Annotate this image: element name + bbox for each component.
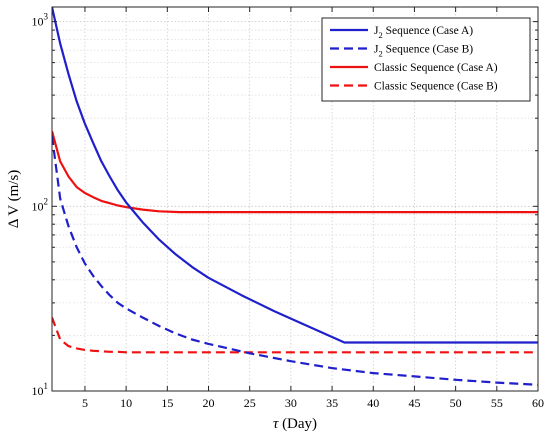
series-line-1 <box>52 7 538 344</box>
ticks <box>52 7 539 392</box>
legend-box <box>321 17 531 102</box>
y-tick-label: 103 <box>32 12 49 29</box>
series-line-3 <box>52 130 538 214</box>
x-axis-label-text: (Day) <box>278 416 317 432</box>
x-tick-label: 50 <box>450 396 462 410</box>
x-tick-label: 30 <box>285 396 297 410</box>
series-line-4 <box>52 317 538 354</box>
x-tick-label: 60 <box>532 396 544 410</box>
x-axis-label: τ (Day) <box>273 416 317 432</box>
x-tick-label: 35 <box>326 396 338 410</box>
y-axis-label: Δ V (m/s) <box>6 170 22 229</box>
y-tick-label: 101 <box>32 381 49 398</box>
x-tick-label: 45 <box>408 396 420 410</box>
x-tick-label: 15 <box>161 396 173 410</box>
legend-label-4: Classic Sequence (Case B) <box>374 81 498 93</box>
legend-label-2: J2 Sequence (Case B) <box>374 44 473 59</box>
legend-label-3: Classic Sequence (Case A) <box>374 62 498 74</box>
x-tick-label: 40 <box>367 396 379 410</box>
legend: J2 Sequence (Case A) J2 Sequence (Case B)… <box>321 17 531 102</box>
plot-border <box>51 6 539 392</box>
tick-labels: 5 10 15 20 25 30 35 40 45 50 55 60 101 102 103 <box>32 12 545 410</box>
series-line-2 <box>52 135 538 386</box>
x-tick-label: 10 <box>120 396 132 410</box>
series-layer <box>52 7 538 386</box>
x-axis-label-symbol: τ <box>273 416 279 432</box>
x-tick-label: 5 <box>82 396 88 410</box>
legend-label-1: J2 Sequence (Case A) <box>374 25 473 40</box>
y-tick-label: 102 <box>32 196 49 213</box>
x-tick-label: 25 <box>244 396 256 410</box>
x-tick-label: 55 <box>491 396 503 410</box>
x-tick-label: 20 <box>203 396 215 410</box>
